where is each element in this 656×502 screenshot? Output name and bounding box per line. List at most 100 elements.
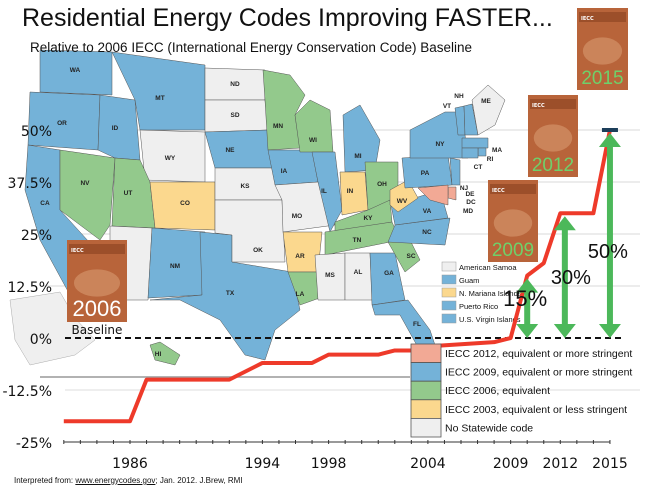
state-mo bbox=[274, 181, 336, 233]
arrow-label: 15% bbox=[503, 286, 547, 311]
state-label: NH bbox=[454, 93, 464, 100]
state-label: UT bbox=[124, 190, 133, 197]
state-label: CT bbox=[474, 164, 483, 171]
state-label: NY bbox=[435, 141, 445, 148]
world-map-icon bbox=[73, 269, 121, 297]
improvement-arrow: 30% bbox=[551, 216, 591, 338]
territory-swatch bbox=[441, 300, 457, 311]
state-label: NC bbox=[422, 229, 432, 236]
state-label: CA bbox=[40, 200, 50, 207]
state-md bbox=[417, 184, 449, 206]
state-label: MD bbox=[463, 208, 473, 215]
legend-swatch bbox=[410, 362, 442, 382]
state-id bbox=[97, 94, 141, 161]
state-ma bbox=[461, 137, 489, 149]
state-label: DC bbox=[466, 199, 476, 206]
legend-swatch bbox=[410, 399, 442, 419]
state-hi bbox=[149, 341, 181, 366]
iecc-book-2015: IECC 2015 bbox=[577, 8, 628, 90]
territory-swatch bbox=[441, 287, 457, 298]
state-label: NM bbox=[170, 263, 180, 270]
state-ct bbox=[461, 147, 479, 159]
state-mt bbox=[111, 51, 206, 131]
source-link[interactable]: www.energycodes.gov bbox=[75, 476, 156, 485]
state-label: AL bbox=[354, 269, 363, 276]
state-label: SC bbox=[406, 253, 415, 260]
state-label: IN bbox=[347, 188, 354, 195]
state-label: KY bbox=[363, 215, 373, 222]
iecc-book-2012: IECC 2012 bbox=[528, 95, 578, 177]
slide-subtitle: Relative to 2006 IECC (International Ene… bbox=[30, 40, 472, 55]
x-tick-label: 1994 bbox=[245, 456, 281, 472]
legend-label: IECC 2006, equivalent bbox=[445, 385, 550, 397]
state-label: PA bbox=[421, 170, 430, 177]
x-tick-label: 2004 bbox=[410, 456, 446, 472]
arrow-head-down bbox=[516, 324, 539, 338]
state-label: ID bbox=[112, 125, 119, 132]
footer-suffix: ; Jan. 2012. J.Brew, RMI bbox=[155, 476, 243, 485]
legend-swatch bbox=[410, 343, 442, 364]
y-tick-label: 37.5% bbox=[8, 176, 52, 192]
state-label: AR bbox=[295, 253, 305, 260]
state-label: LA bbox=[296, 291, 305, 298]
book-header: IECC bbox=[71, 248, 84, 254]
y-tick-label: -12.5% bbox=[2, 384, 52, 400]
x-tick-label: 2012 bbox=[542, 456, 578, 472]
state-ne bbox=[204, 129, 276, 169]
state-wa bbox=[39, 49, 113, 96]
source-footer: Interpreted from: www.energycodes.gov; J… bbox=[14, 476, 243, 485]
state-label: OH bbox=[377, 181, 387, 188]
book-header: IECC bbox=[581, 16, 594, 22]
state-in bbox=[339, 171, 369, 216]
state-label: MN bbox=[273, 123, 283, 130]
arrow-head-down bbox=[598, 324, 621, 338]
world-map-icon bbox=[493, 209, 533, 237]
state-label: NE bbox=[225, 147, 235, 154]
territory-swatch bbox=[441, 274, 457, 285]
arrow-head-up bbox=[598, 133, 621, 147]
x-tick-label: 1998 bbox=[311, 456, 347, 472]
book-header-band bbox=[530, 99, 576, 109]
book-header-band bbox=[490, 184, 536, 194]
state-mi bbox=[342, 104, 381, 173]
state-label: WV bbox=[397, 198, 408, 205]
state-label: WY bbox=[165, 155, 176, 162]
state-ia bbox=[267, 149, 319, 186]
state-label: NJ bbox=[460, 185, 469, 192]
arrow-head-up bbox=[553, 216, 576, 231]
state-ak bbox=[9, 291, 96, 366]
legend-label: IECC 2003, equivalent or less stringent bbox=[445, 404, 627, 416]
state-ri bbox=[477, 147, 487, 157]
x-tick-label: 1986 bbox=[112, 456, 148, 472]
legend-label: No Statewide code bbox=[445, 422, 533, 434]
state-label: TX bbox=[226, 290, 235, 297]
state-label: CO bbox=[180, 200, 190, 207]
territory-swatch bbox=[441, 313, 457, 324]
state-label: MS bbox=[325, 272, 335, 279]
book-header-band bbox=[69, 244, 125, 254]
arrow-head-up bbox=[516, 278, 539, 293]
y-tick-label: 25% bbox=[21, 228, 52, 244]
state-label: MA bbox=[492, 147, 502, 154]
state-me bbox=[471, 84, 506, 136]
slide-title: Residential Energy Codes Improving FASTE… bbox=[22, 4, 553, 32]
book-header: IECC bbox=[492, 188, 505, 194]
state-label: IA bbox=[281, 168, 288, 175]
state-al bbox=[344, 252, 373, 301]
state-label: WI bbox=[309, 137, 317, 144]
territory-label: American Samoa bbox=[459, 263, 517, 272]
state-de bbox=[447, 186, 457, 201]
book-caption: Baseline bbox=[72, 323, 123, 337]
state-label: VT bbox=[443, 103, 451, 110]
y-tick-label: 0% bbox=[30, 332, 52, 348]
state-label: MT bbox=[155, 95, 164, 102]
book-year: 2015 bbox=[581, 68, 623, 89]
book-year: 2006 bbox=[73, 296, 122, 321]
book-year: 2009 bbox=[492, 240, 534, 261]
book-header: IECC bbox=[532, 103, 545, 109]
book-year: 2012 bbox=[532, 155, 574, 176]
state-label: WA bbox=[70, 67, 81, 74]
world-map-icon bbox=[533, 124, 573, 152]
x-tick-label: 2009 bbox=[493, 456, 529, 472]
arrow-label: 50% bbox=[588, 241, 628, 263]
